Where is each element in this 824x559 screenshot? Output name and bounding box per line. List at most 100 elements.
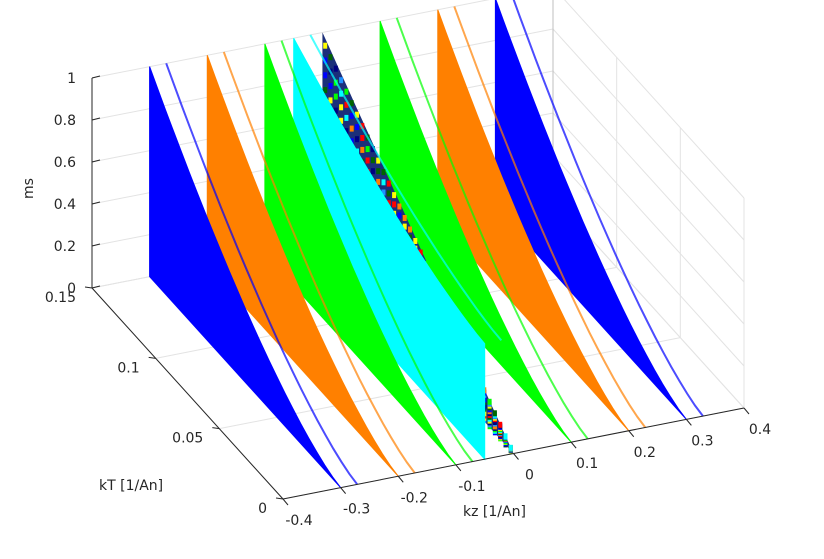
z-tick — [91, 243, 101, 247]
surface-sheet-kz-m0p3 — [149, 66, 342, 488]
z-tick-label: 0 — [67, 281, 76, 297]
z-tick-label: 0.4 — [54, 197, 76, 213]
surface-speckle — [492, 410, 497, 417]
z-tick — [91, 159, 101, 163]
surface-speckle — [370, 157, 375, 164]
surface-speckle — [508, 444, 513, 451]
surface-speckle — [402, 223, 407, 230]
surface-speckle — [386, 190, 391, 197]
surface-speckle — [333, 107, 338, 114]
surface-speckle — [349, 100, 354, 107]
z-tick-label: 1 — [67, 71, 76, 87]
z-tick-label: 0.6 — [54, 155, 76, 171]
surface-speckle — [503, 433, 508, 440]
surface-speckle — [386, 180, 391, 187]
x-tick — [743, 407, 750, 415]
x-tick-label: -0.4 — [285, 513, 312, 529]
surface-speckle — [418, 249, 423, 256]
z-tick-label: 0.2 — [54, 239, 76, 255]
label-layer: -0.4 -0.3 -0.2 -0.1 0 0.1 0.2 0.3 0.4 0 0.05 0.1 0.1… — [45, 71, 771, 529]
surface-speckle — [344, 101, 349, 108]
surface-speckle — [376, 178, 381, 185]
x-tick — [455, 464, 462, 472]
x-tick-label: 0.3 — [691, 433, 713, 449]
surface-sheet-kz-0p1 — [379, 20, 572, 443]
surface-speckle — [323, 72, 328, 79]
x-tick — [513, 453, 519, 460]
grid-line — [564, 0, 745, 199]
x-tick — [570, 441, 577, 449]
x-tick-label: 0.4 — [749, 422, 771, 438]
grid-line — [552, 28, 745, 241]
surface-speckle — [381, 189, 386, 196]
y-tick-label: 0.15 — [45, 290, 76, 306]
surface-speckle — [323, 42, 328, 49]
surface-speckle — [376, 157, 381, 164]
surface-sheet-kz-m0p3-edge — [165, 62, 358, 485]
surface-speckle — [376, 168, 381, 175]
y-tick — [148, 356, 156, 359]
x-axis-title: kz [1/An] — [463, 504, 526, 520]
surface-speckle — [355, 136, 359, 143]
surface-speckle — [328, 97, 333, 104]
surface-speckle — [349, 125, 354, 132]
x-tick — [397, 475, 404, 483]
surface-speckle — [370, 146, 375, 153]
surface-sheet-kz-0p3 — [494, 0, 687, 420]
surface-speckle — [328, 54, 333, 61]
surface-speckle — [344, 114, 349, 121]
surface-speckle — [333, 93, 338, 100]
surface-speckle — [381, 179, 386, 186]
surface-speckle — [360, 135, 365, 141]
surface-sheet-kz-m0p1-edge — [280, 40, 474, 463]
surface-speckle — [355, 124, 359, 130]
surface-speckle — [344, 88, 349, 95]
surface-speckle — [487, 398, 492, 405]
surface-sheet-kz-m0p05 — [293, 37, 486, 461]
y-axis-line — [91, 287, 284, 500]
surface-speckle — [397, 203, 402, 210]
surface-speckle — [360, 146, 365, 153]
x-tick — [282, 498, 289, 506]
x-tick — [628, 430, 635, 438]
x-tick-label: -0.1 — [458, 479, 485, 495]
x-tick — [685, 419, 692, 426]
surface-sheet-kz-0p3-edge — [512, 0, 704, 417]
surface-speckle — [392, 192, 397, 199]
x-tick-label: -0.3 — [343, 502, 370, 518]
surface-speckle — [339, 117, 344, 124]
surface-speckle — [333, 65, 338, 72]
surface-speckle — [397, 212, 402, 219]
surface-sheet-kz-m0p05-edge — [309, 34, 503, 342]
surface-speckle — [365, 146, 370, 153]
z-tick-label: 0.8 — [54, 113, 76, 129]
y-tick — [212, 427, 220, 430]
surface-sheet-kz-m0p2-edge — [222, 51, 416, 474]
grid-line — [552, 154, 745, 367]
x-tick-label: 0.2 — [634, 445, 656, 461]
z-axis-title: ms — [21, 178, 37, 199]
surface-speckle — [381, 169, 386, 176]
z-tick — [91, 117, 101, 121]
surface-speckle — [344, 128, 349, 135]
surface-speckle — [360, 123, 365, 130]
surface-speckle — [323, 87, 328, 94]
x-tick-label: -0.2 — [401, 490, 428, 506]
y-axis-title: kT [1/An] — [99, 478, 163, 494]
surface-sheet-kz-0p2-edge — [453, 6, 647, 429]
axis-layer — [84, 75, 750, 506]
surface-layer — [149, 0, 704, 488]
surface-speckle — [339, 104, 344, 111]
x-tick — [340, 487, 347, 494]
grid-line — [552, 112, 745, 325]
surface-speckle — [413, 238, 418, 244]
z-tick — [91, 75, 101, 79]
surface-speckle — [498, 421, 503, 428]
surface-speckle — [365, 157, 370, 164]
grid-line — [552, 70, 745, 283]
y-tick — [275, 497, 284, 500]
z-tick — [91, 201, 101, 205]
surface-speckle — [339, 77, 344, 84]
z-tick — [91, 285, 101, 289]
surface-speckle — [392, 201, 397, 208]
